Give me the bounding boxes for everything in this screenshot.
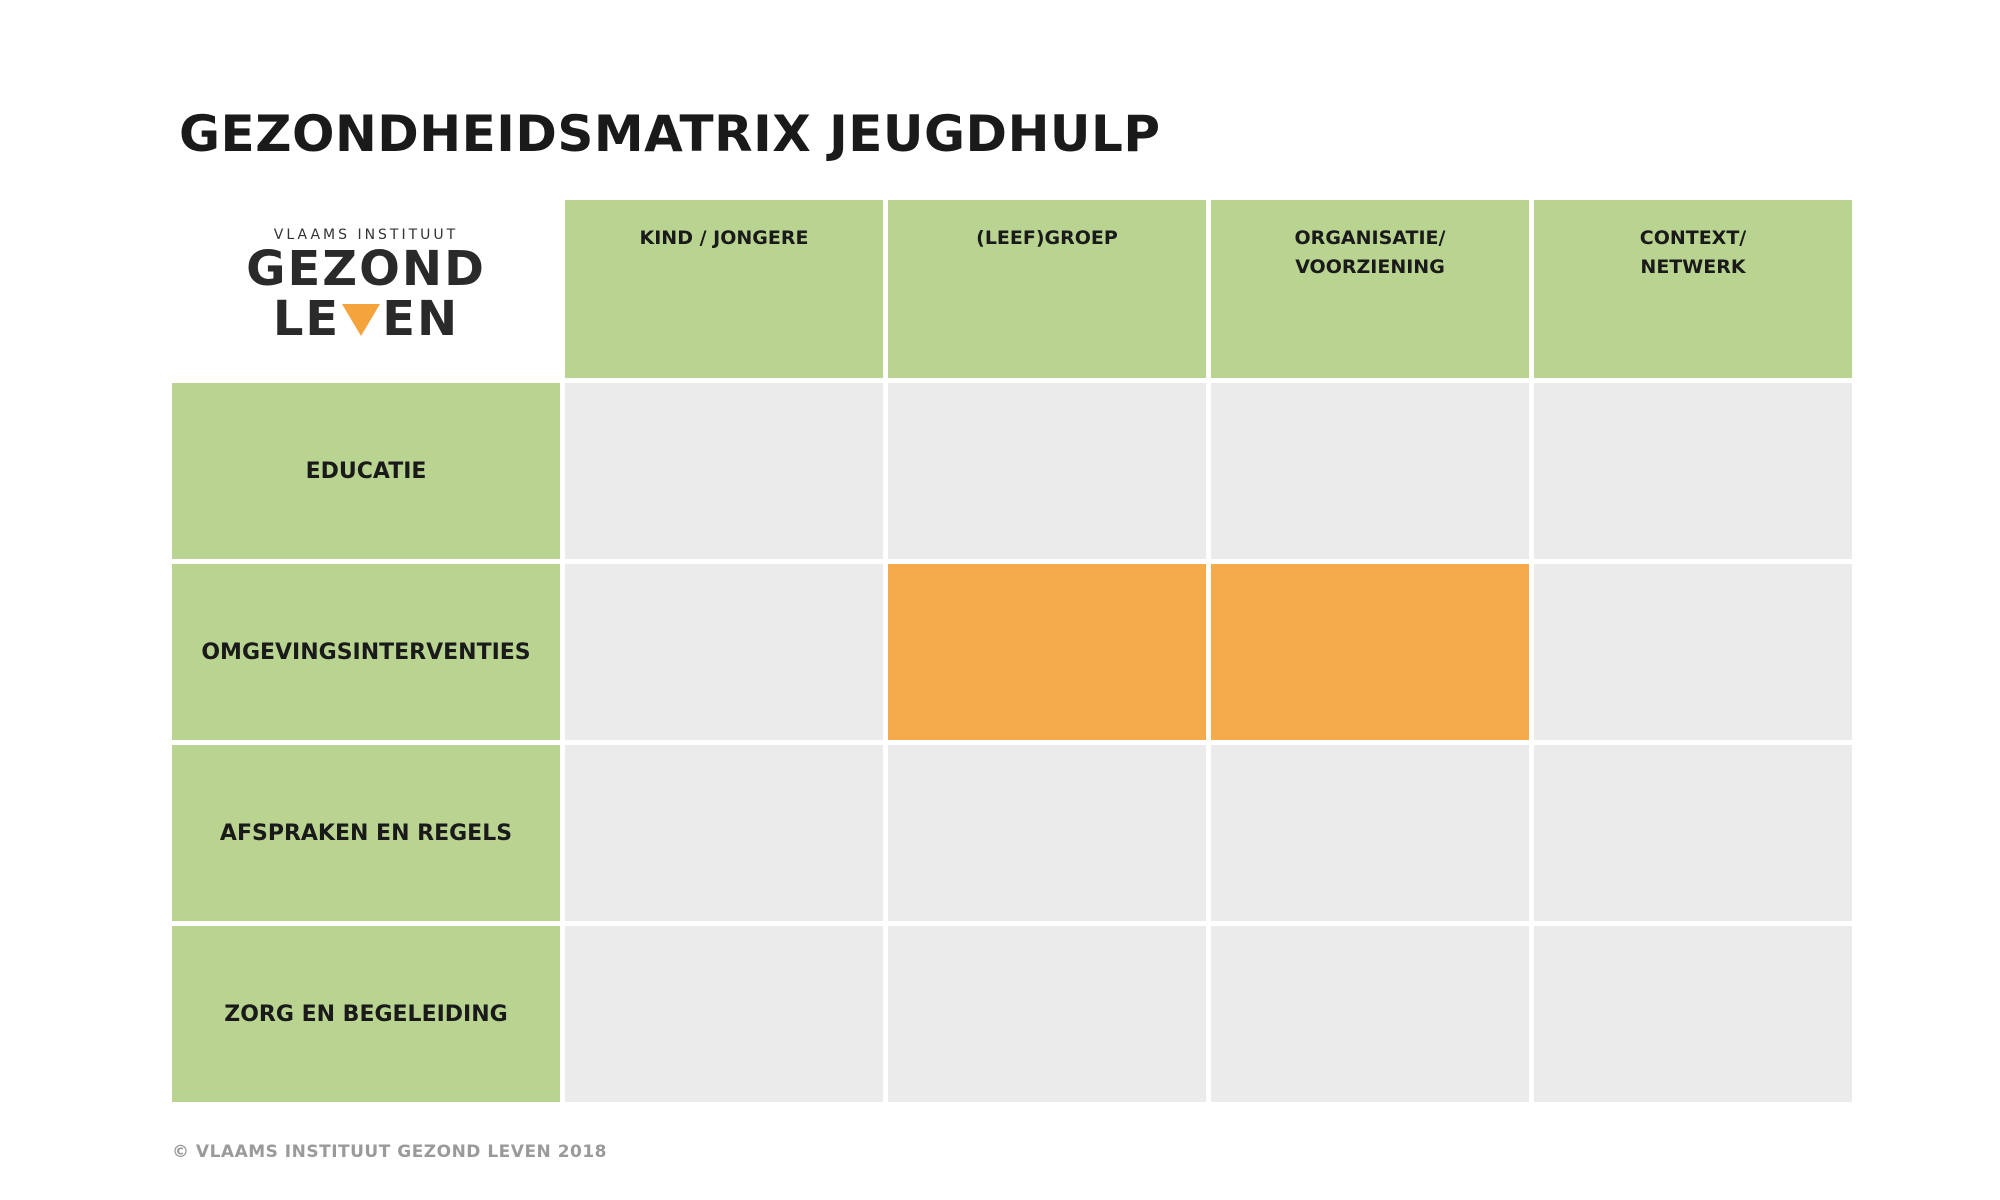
- column-header-kind-jongere: KIND / JONGERE: [565, 200, 883, 378]
- logo-word-gezond: GEZOND: [246, 241, 486, 297]
- matrix-cell-r1-c1: [888, 564, 1206, 740]
- matrix-cell-r1-c3: [1534, 564, 1852, 740]
- copyright-footer: © VLAAMS INSTITUUT GEZOND LEVEN 2018: [172, 1142, 608, 1162]
- matrix-cell-r0-c0: [565, 383, 883, 559]
- row-header-educatie: EDUCATIE: [172, 383, 560, 559]
- health-matrix: KIND / JONGERE (LEEF)GROEP ORGANISATIE/ …: [172, 200, 1854, 1102]
- logo-subtitle: VLAAMS INSTITUUT: [273, 227, 459, 243]
- matrix-cell-r1-c0: [565, 564, 883, 740]
- page-title: GEZONDHEIDSMATRIX JEUGDHULP: [179, 105, 1161, 163]
- column-header-organisatie-voorziening: ORGANISATIE/ VOORZIENING: [1211, 200, 1529, 378]
- matrix-cell-r2-c2: [1211, 745, 1529, 921]
- triangle-down-icon: [342, 304, 381, 336]
- matrix-cell-r2-c0: [565, 745, 883, 921]
- matrix-cell-r3-c2: [1211, 926, 1529, 1102]
- matrix-cell-r0-c3: [1534, 383, 1852, 559]
- matrix-cell-r3-c3: [1534, 926, 1852, 1102]
- logo-word-leven-right: EN: [382, 291, 460, 347]
- column-header-context-netwerk: CONTEXT/ NETWERK: [1534, 200, 1852, 378]
- row-header-zorg-en-begeleiding: ZORG EN BEGELEIDING: [172, 926, 560, 1102]
- matrix-cell-r1-c2: [1211, 564, 1529, 740]
- column-header-leefgroep: (LEEF)GROEP: [888, 200, 1206, 378]
- matrix-cell-r0-c1: [888, 383, 1206, 559]
- row-header-omgevingsinterventies: OMGEVINGSINTERVENTIES: [172, 564, 560, 740]
- matrix-cell-r0-c2: [1211, 383, 1529, 559]
- logo-word-leven: LE EN: [273, 294, 459, 344]
- matrix-cell-r3-c1: [888, 926, 1206, 1102]
- logo-word-leven-left: LE: [272, 291, 341, 347]
- matrix-cell-r2-c1: [888, 745, 1206, 921]
- matrix-cell-r2-c3: [1534, 745, 1852, 921]
- row-header-afspraken-en-regels: AFSPRAKEN EN REGELS: [172, 745, 560, 921]
- logo-gezond-leven: VLAAMS INSTITUUT GEZOND LE EN: [172, 200, 560, 378]
- matrix-cell-r3-c0: [565, 926, 883, 1102]
